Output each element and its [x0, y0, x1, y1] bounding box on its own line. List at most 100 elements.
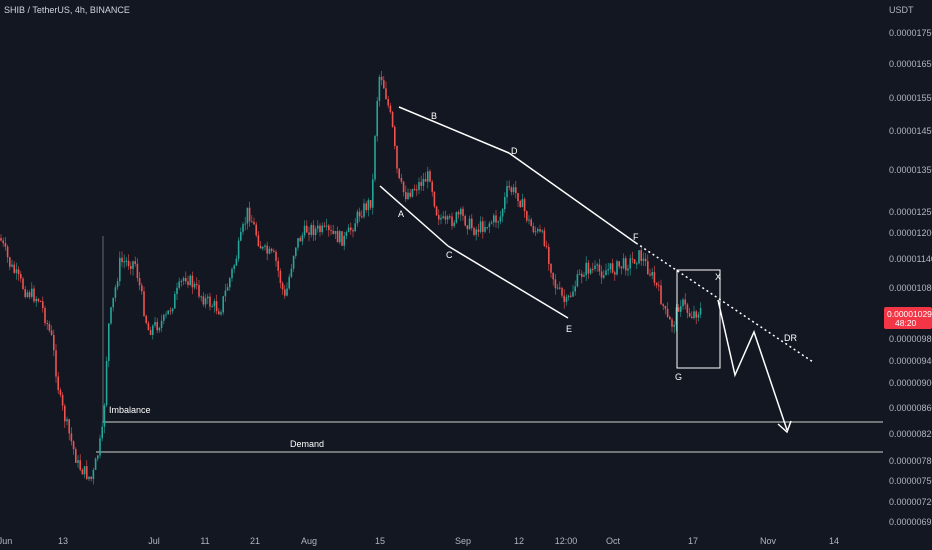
candle-body — [521, 199, 524, 208]
projection-arrowhead — [777, 420, 792, 434]
projection-path[interactable] — [717, 299, 788, 431]
y-tick-label: 0.00000720 — [889, 497, 932, 507]
x-tick-label: 17 — [688, 536, 698, 546]
candle-body — [226, 287, 229, 291]
candle-body — [279, 270, 282, 284]
candle-body — [504, 197, 506, 210]
candle-body — [671, 319, 673, 327]
candle-body — [268, 248, 271, 254]
candle-body — [372, 179, 374, 208]
candle-body — [213, 301, 216, 307]
candle-body — [631, 258, 634, 260]
candle-body — [119, 257, 121, 282]
candle-body — [523, 199, 526, 212]
last-price-value: 0.00001029 — [887, 309, 932, 319]
symbol-title[interactable]: SHIB / TetherUS, 4h, BINANCE — [4, 5, 130, 15]
time-axis-panel[interactable] — [0, 530, 883, 550]
price-axis-panel[interactable] — [883, 0, 932, 550]
candle-body — [204, 298, 207, 305]
candle-body — [655, 282, 658, 286]
candle-body — [479, 221, 482, 232]
candle-body — [42, 301, 44, 309]
candle-body — [477, 229, 480, 232]
candle-body — [165, 314, 167, 316]
candle-body — [105, 361, 108, 406]
candle-body — [664, 305, 667, 309]
candle-body — [191, 275, 194, 288]
candle-body — [255, 224, 257, 236]
candle-body — [642, 258, 645, 261]
candle-body — [578, 273, 581, 275]
dotted-trendline-dr[interactable] — [635, 242, 814, 363]
lower-trendline-a-c[interactable] — [379, 185, 449, 247]
candle-body — [336, 231, 339, 243]
candle-body — [141, 285, 143, 292]
candle-body — [693, 311, 695, 318]
y-tick-label: 0.00001550 — [889, 93, 932, 103]
demand-label: Demand — [290, 439, 324, 449]
candle-body — [411, 189, 414, 197]
consolidation-box[interactable] — [676, 269, 721, 369]
y-tick-label: 0.00000940 — [889, 356, 932, 366]
candle-body — [86, 466, 88, 479]
candle-body — [616, 261, 618, 275]
candle-body — [682, 299, 684, 307]
candle-body — [585, 262, 587, 276]
candle-body — [20, 274, 22, 279]
candle-body — [684, 299, 686, 305]
candle-body — [471, 218, 473, 228]
candle-body — [233, 265, 235, 269]
candle-body — [242, 224, 244, 232]
candle-body — [473, 227, 475, 235]
candle-body — [394, 126, 396, 146]
y-tick-label: 0.00000692 — [889, 517, 932, 527]
candle-body — [123, 261, 125, 263]
candle-body — [207, 296, 209, 299]
candle-body — [160, 320, 163, 328]
candle-body — [519, 201, 521, 208]
candle-body — [396, 146, 398, 169]
candle-body — [277, 261, 279, 271]
candle-body — [446, 216, 449, 220]
candle-body — [218, 311, 220, 315]
candle-body — [334, 231, 337, 234]
candle-body — [457, 212, 460, 215]
candle-body — [400, 178, 403, 182]
candle-body — [68, 419, 70, 434]
candle-body — [435, 206, 438, 216]
candle-body — [699, 308, 702, 315]
y-tick-label: 0.00001350 — [889, 165, 932, 175]
candle-body — [92, 469, 95, 479]
candle-body — [187, 281, 189, 285]
candle-body — [427, 171, 429, 182]
candle-body — [101, 426, 103, 439]
candle-body — [231, 268, 233, 279]
candle-body — [169, 310, 172, 312]
candle-body — [200, 296, 202, 298]
candle-body — [314, 228, 317, 235]
candle-body — [11, 264, 13, 267]
candle-body — [156, 322, 158, 331]
candle-body — [211, 306, 213, 308]
upper-trendline-d-f[interactable] — [508, 152, 637, 244]
candle-body — [270, 248, 273, 251]
y-tick-label: 0.00000900 — [889, 378, 932, 388]
candle-body — [598, 264, 601, 272]
candle-body — [61, 394, 64, 406]
candle-body — [284, 289, 286, 296]
wave-label-e: E — [566, 324, 572, 334]
x-tick-label: Nov — [760, 536, 777, 546]
candle-body — [488, 223, 491, 227]
upper-trendline-b-d[interactable] — [398, 106, 510, 154]
candle-body — [528, 219, 530, 221]
last-price-tag[interactable]: 0.00001029 48:20 — [884, 307, 932, 329]
candle-body — [556, 287, 559, 289]
y-tick-label: 0.00001650 — [889, 59, 932, 69]
candle-body — [163, 314, 165, 321]
candle-body — [455, 212, 458, 223]
candle-body — [385, 88, 387, 99]
lower-trendline-c-e[interactable] — [447, 245, 569, 319]
candle-body — [178, 281, 180, 288]
